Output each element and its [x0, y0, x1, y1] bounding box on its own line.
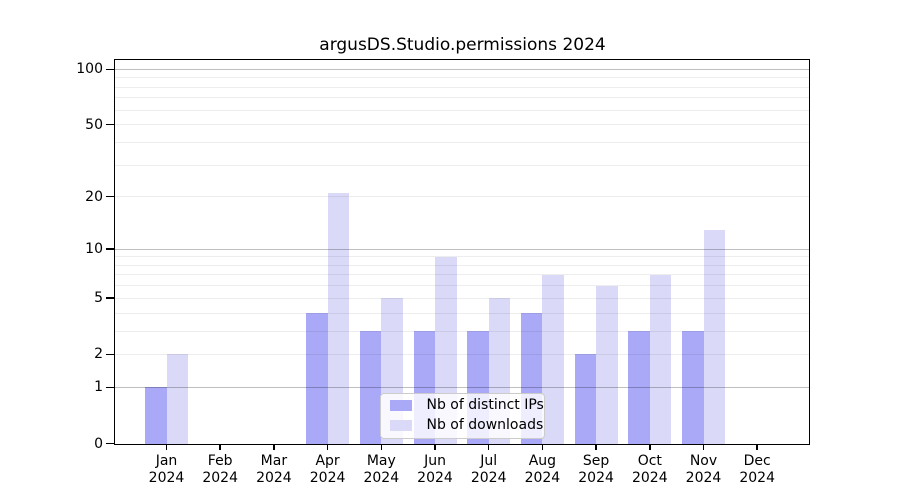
y-tick — [106, 68, 114, 71]
bar-downloads — [166, 354, 188, 444]
x-tick — [434, 445, 436, 450]
bar-distinct-ips — [306, 313, 328, 444]
y-tick — [106, 195, 114, 198]
x-tick-label: Nov 2024 — [685, 452, 722, 486]
bar-distinct-ips — [628, 331, 650, 444]
legend-item-downloads: Nb of downloads — [389, 417, 544, 433]
y-tick — [106, 353, 114, 356]
bar-downloads — [649, 274, 672, 444]
legend-label-downloads: Nb of downloads — [426, 417, 544, 433]
y-tick-label: 0 — [94, 435, 103, 452]
bar-distinct-ips — [574, 354, 597, 444]
bar-distinct-ips — [145, 387, 167, 444]
x-tick — [541, 445, 544, 450]
x-tick-label: May 2024 — [363, 452, 400, 486]
x-tick-label: Oct 2024 — [631, 452, 668, 486]
x-tick — [273, 445, 275, 450]
x-tick — [649, 445, 651, 450]
x-tick — [380, 445, 383, 450]
x-tick — [595, 445, 597, 450]
x-tick-label: Dec 2024 — [739, 452, 775, 486]
x-tick — [756, 445, 758, 450]
x-tick-label: Sep 2024 — [578, 452, 614, 486]
y-tick — [106, 248, 114, 250]
x-tick-label: Feb 2024 — [202, 452, 238, 486]
legend: Nb of distinct IPs Nb of downloads — [379, 392, 545, 439]
bar-downloads — [542, 274, 564, 444]
y-tick-label: 5 — [94, 290, 103, 307]
x-tick-label: Aug 2024 — [524, 452, 561, 486]
y-tick-label: 50 — [85, 116, 103, 133]
bars-layer — [115, 60, 809, 444]
x-tick-label: Jan 2024 — [148, 452, 185, 486]
x-tick-label: Jun 2024 — [417, 452, 453, 486]
x-tick — [165, 445, 168, 450]
x-tick — [487, 445, 490, 450]
x-tick-label: Jul 2024 — [470, 452, 507, 486]
y-tick — [106, 123, 114, 126]
bar-downloads — [703, 229, 725, 444]
y-tick-label: 1 — [94, 379, 103, 396]
x-tick-label: Apr 2024 — [309, 452, 346, 486]
x-tick — [219, 445, 221, 450]
plot-area: Nb of distinct IPs Nb of downloads 0 1 2 5 1… — [76, 58, 810, 486]
y-tick — [106, 386, 114, 389]
legend-swatch-distinct-ips — [389, 400, 412, 411]
bar-distinct-ips — [359, 331, 382, 444]
legend-label-distinct-ips: Nb of distinct IPs — [426, 397, 544, 413]
y-tick-label: 100 — [76, 61, 103, 78]
y-tick-label: 2 — [94, 346, 103, 363]
x-tick — [702, 445, 705, 450]
legend-swatch-downloads — [389, 420, 412, 431]
x-tick-label: Mar 2024 — [256, 452, 292, 486]
y-tick-label: 20 — [85, 188, 103, 205]
x-tick — [326, 445, 329, 450]
y-tick — [106, 297, 114, 299]
y-tick — [106, 442, 114, 445]
bar-downloads — [596, 285, 618, 444]
legend-item-distinct-ips: Nb of distinct IPs — [389, 397, 544, 413]
chart-title: argusDS.Studio.permissions 2024 — [319, 35, 606, 55]
bar-distinct-ips — [682, 331, 704, 444]
bar-downloads — [327, 192, 350, 444]
y-tick-label: 10 — [85, 241, 103, 258]
